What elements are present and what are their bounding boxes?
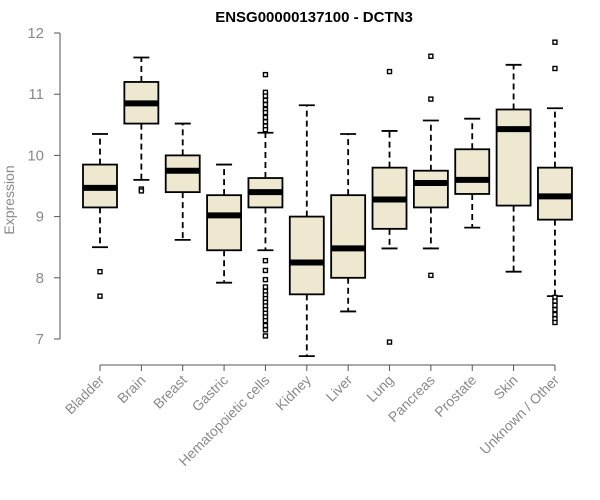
box-pancreas	[412, 53, 449, 279]
iqr-box	[330, 194, 367, 279]
y-tick-label: 9	[36, 209, 44, 226]
outlier-point	[552, 311, 558, 318]
iqr-box	[206, 194, 242, 252]
iqr-box	[412, 169, 449, 209]
iqr-box	[495, 108, 532, 207]
outlier-point	[262, 71, 269, 78]
outlier-point	[97, 293, 103, 299]
outlier-point	[262, 327, 269, 333]
iqr-box	[454, 148, 491, 195]
x-tick-label: Kidney	[272, 372, 314, 414]
x-tick-label: Bladder	[62, 372, 108, 418]
x-tick-label: Lung	[363, 372, 396, 405]
y-tick-label: 12	[27, 25, 44, 42]
outlier-point	[262, 317, 269, 324]
x-tick-label: Unknown / Other	[476, 372, 562, 458]
y-tick-label: 8	[36, 270, 44, 287]
outlier-point	[552, 65, 558, 72]
box-gastric	[206, 163, 242, 284]
outlier-point	[262, 114, 269, 121]
y-tick-label: 7	[36, 331, 44, 348]
box-unknown-other	[537, 39, 573, 326]
x-tick-label: Brain	[114, 372, 148, 406]
outlier-point	[262, 126, 269, 133]
x-tick-label: Prostate	[431, 372, 479, 420]
outlier-point	[262, 119, 269, 125]
outlier-point	[552, 302, 558, 309]
box-brain	[123, 56, 160, 194]
outlier-point	[262, 322, 269, 329]
outlier-point	[262, 93, 269, 99]
outlier-point	[262, 257, 269, 264]
outlier-point	[262, 284, 269, 290]
box-skin	[495, 63, 532, 273]
outlier-point	[428, 53, 434, 59]
y-axis-label: Expression	[1, 165, 17, 234]
x-tick-label: Liver	[323, 372, 356, 405]
outlier-point	[262, 101, 269, 108]
box-hematopoietic-cells	[247, 71, 284, 339]
x-tick-label: Skin	[490, 372, 521, 403]
boxplot-series	[82, 39, 573, 358]
chart-title: ENSG00000137100 - DCTN3	[215, 9, 413, 26]
outlier-point	[262, 109, 269, 116]
box-liver	[330, 133, 367, 313]
outlier-point	[552, 319, 558, 326]
outlier-point	[386, 339, 393, 345]
outlier-point	[262, 267, 269, 274]
y-tick-label: 11	[28, 86, 44, 103]
box-kidney	[288, 104, 325, 358]
box-bladder	[82, 133, 118, 299]
outlier-point	[97, 268, 103, 275]
y-tick-label: 10	[27, 147, 44, 164]
outlier-point	[262, 97, 269, 104]
y-axis: 7 8 9 10 11 12	[27, 25, 61, 348]
outlier-point	[552, 298, 558, 304]
outlier-point	[262, 333, 269, 339]
outlier-point	[262, 276, 269, 283]
box-prostate	[454, 117, 491, 229]
outlier-point	[428, 96, 434, 102]
outlier-point	[552, 39, 558, 45]
outlier-point	[428, 272, 434, 279]
outlier-point	[386, 68, 393, 75]
box-breast	[164, 122, 201, 241]
iqr-box	[288, 215, 325, 296]
iqr-box	[164, 154, 201, 194]
x-tick-label: Breast	[150, 372, 190, 412]
outlier-point	[552, 306, 558, 313]
outlier-point	[138, 188, 145, 194]
box-lung	[371, 68, 408, 345]
